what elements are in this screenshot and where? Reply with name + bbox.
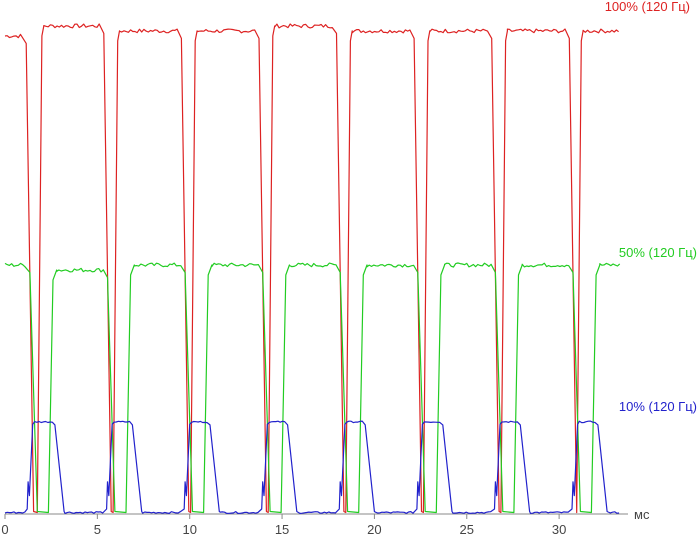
x-tick-label: 30 xyxy=(552,522,566,537)
x-tick-label: 5 xyxy=(94,522,101,537)
series-label-10-percent: 10% (120 Гц) xyxy=(619,399,697,414)
trace-50-percent xyxy=(4,262,621,514)
series-label-50-percent: 50% (120 Гц) xyxy=(619,245,697,260)
x-tick-label: 0 xyxy=(1,522,8,537)
trace-100-percent xyxy=(4,23,619,514)
x-tick-label: 25 xyxy=(460,522,474,537)
trace-10-percent xyxy=(4,420,620,514)
x-tick-label: 15 xyxy=(275,522,289,537)
series-labels: 100% (120 Гц) 50% (120 Гц) 10% (120 Гц) xyxy=(605,0,697,414)
series-label-100-percent: 100% (120 Гц) xyxy=(605,0,690,14)
x-axis-unit-label: мс xyxy=(634,507,650,522)
series-traces xyxy=(4,23,621,514)
x-tick-label: 20 xyxy=(367,522,381,537)
x-axis-ticks: 0 5 10 15 20 25 30 xyxy=(1,514,566,537)
x-tick-label: 10 xyxy=(182,522,196,537)
